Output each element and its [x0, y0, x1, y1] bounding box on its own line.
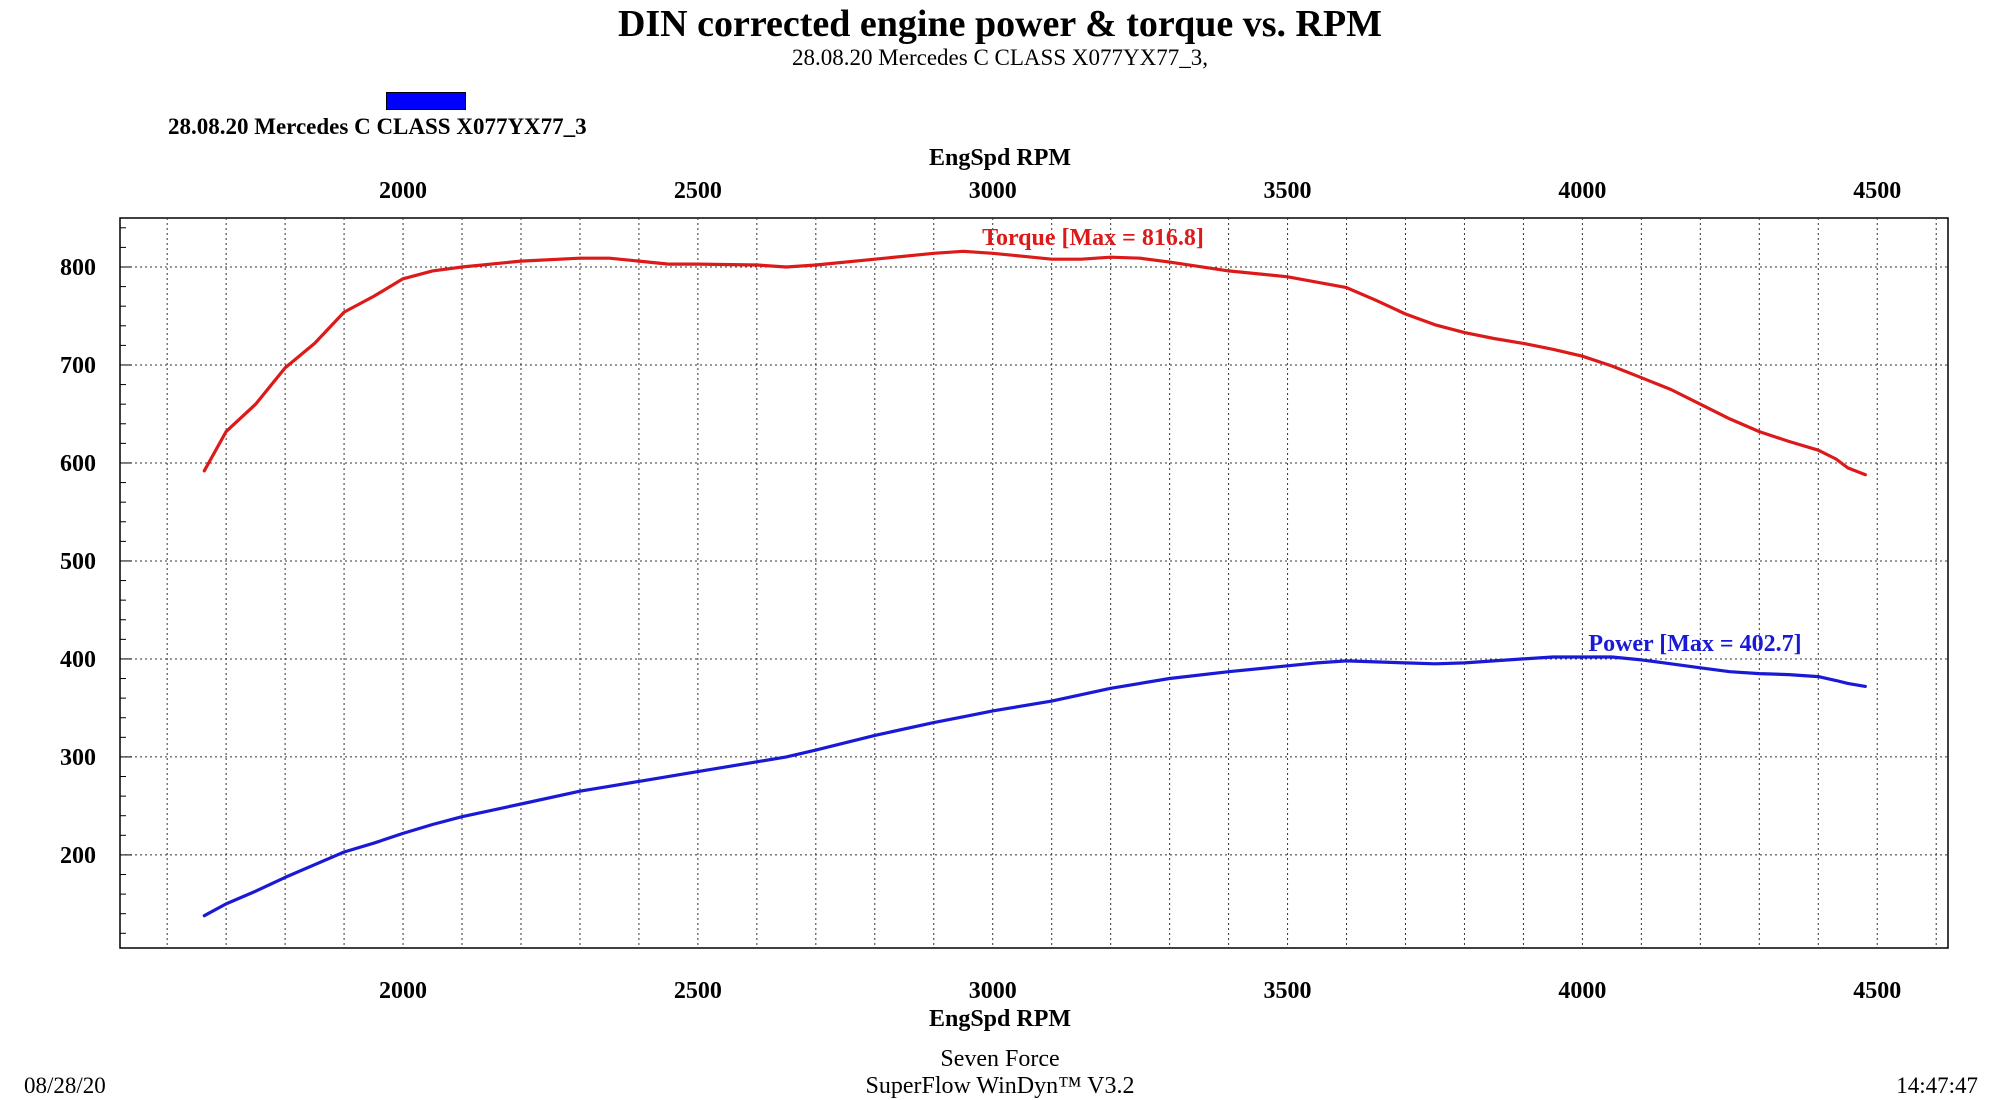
y-tick-label: 300 — [60, 745, 96, 771]
x-tick-label-bottom: 2000 — [379, 978, 427, 1004]
legend-label: 28.08.20 Mercedes C CLASS X077YX77_3 — [168, 114, 587, 139]
x-tick-label-top: 3000 — [969, 178, 1017, 204]
x-tick-label-top: 2000 — [379, 178, 427, 204]
x-tick-label-bottom: 3000 — [969, 978, 1017, 1004]
x-tick-label-top: 2500 — [674, 178, 722, 204]
y-tick-label: 400 — [60, 647, 96, 673]
y-tick-label: 500 — [60, 549, 96, 575]
plot-frame — [119, 217, 1949, 949]
chart-subtitle: 28.08.20 Mercedes C CLASS X077YX77_3, — [792, 45, 1208, 70]
footer-company: Seven Force — [940, 1046, 1060, 1072]
y-tick-label: 200 — [60, 843, 96, 869]
x-tick-label-bottom: 3500 — [1264, 978, 1312, 1004]
series-line-torque — [202, 249, 1868, 477]
power-max-annotation: Power [Max = 402.7] — [1588, 631, 1801, 657]
x-tick-label-top: 3500 — [1264, 178, 1312, 204]
y-tick-label: 800 — [60, 255, 96, 281]
x-tick-label-top: 4500 — [1853, 178, 1901, 204]
x-tick-label-bottom: 4000 — [1558, 978, 1606, 1004]
chart-title: DIN corrected engine power & torque vs. … — [617, 3, 1383, 45]
series-line-power — [202, 655, 1868, 918]
footer-software: SuperFlow WinDyn™ V3.2 — [865, 1073, 1135, 1099]
x-axis-title-bottom: EngSpd RPM — [928, 1006, 1072, 1032]
footer-time: 14:47:47 — [1896, 1073, 1978, 1098]
y-tick-label: 700 — [60, 353, 96, 379]
y-tick-label: 600 — [60, 451, 96, 477]
legend-swatch — [386, 92, 466, 110]
x-tick-label-bottom: 2500 — [674, 978, 722, 1004]
x-axis-title-top: EngSpd RPM — [928, 145, 1072, 171]
footer-date: 08/28/20 — [24, 1073, 106, 1098]
x-tick-label-bottom: 4500 — [1853, 978, 1901, 1004]
x-tick-label-top: 4000 — [1558, 178, 1606, 204]
torque-max-annotation: Torque [Max = 816.8] — [982, 225, 1204, 251]
